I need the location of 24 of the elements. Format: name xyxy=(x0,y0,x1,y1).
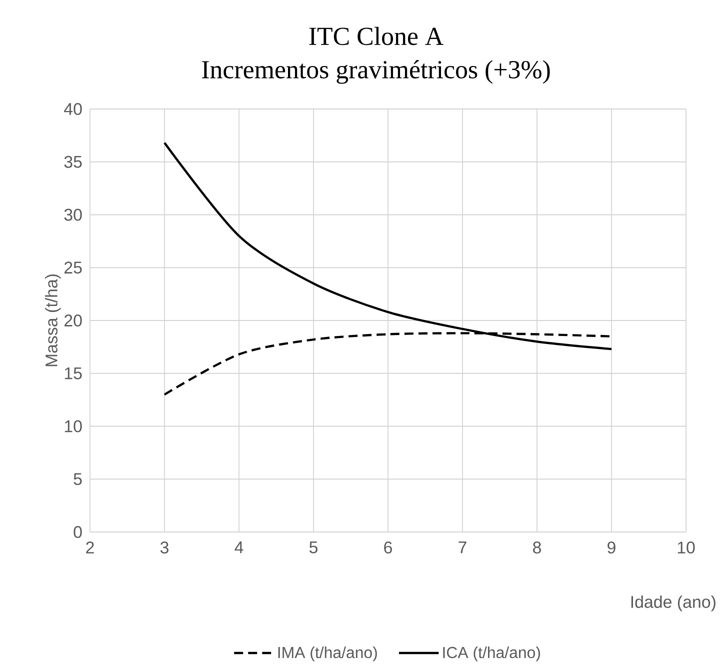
legend-label: IMA (t/ha/ano) xyxy=(278,646,377,662)
y-tick-label: 30 xyxy=(64,208,82,221)
x-tick-label: 10 xyxy=(678,542,695,554)
x-tick-label: 3 xyxy=(160,542,168,554)
y-axis-title: Massa (t/ha) xyxy=(45,274,61,366)
x-tick-label: 6 xyxy=(384,542,392,554)
y-tick-label: 20 xyxy=(64,314,82,326)
x-tick-label: 9 xyxy=(608,542,616,554)
y-tick-label: 5 xyxy=(74,473,82,486)
chart-title: ITC Clone A xyxy=(309,26,444,46)
x-tick-label: 8 xyxy=(533,542,541,554)
x-axis-title: Idade (ano) xyxy=(631,596,716,612)
legend-label: ICA (t/ha/ano) xyxy=(443,646,540,662)
y-tick-label: 15 xyxy=(64,367,82,380)
y-tick-label: 35 xyxy=(64,156,82,168)
y-tick-label: 10 xyxy=(64,420,82,432)
chart-subtitle: Incrementos gravimétricos (+3%) xyxy=(202,60,550,84)
y-tick-label: 0 xyxy=(74,526,82,538)
y-tick-label: 25 xyxy=(64,262,82,274)
x-tick-label: 5 xyxy=(309,542,318,554)
x-tick-label: 4 xyxy=(234,542,244,554)
y-tick-label: 40 xyxy=(64,103,82,115)
x-tick-label: 2 xyxy=(86,542,94,554)
x-tick-label: 7 xyxy=(458,542,466,554)
